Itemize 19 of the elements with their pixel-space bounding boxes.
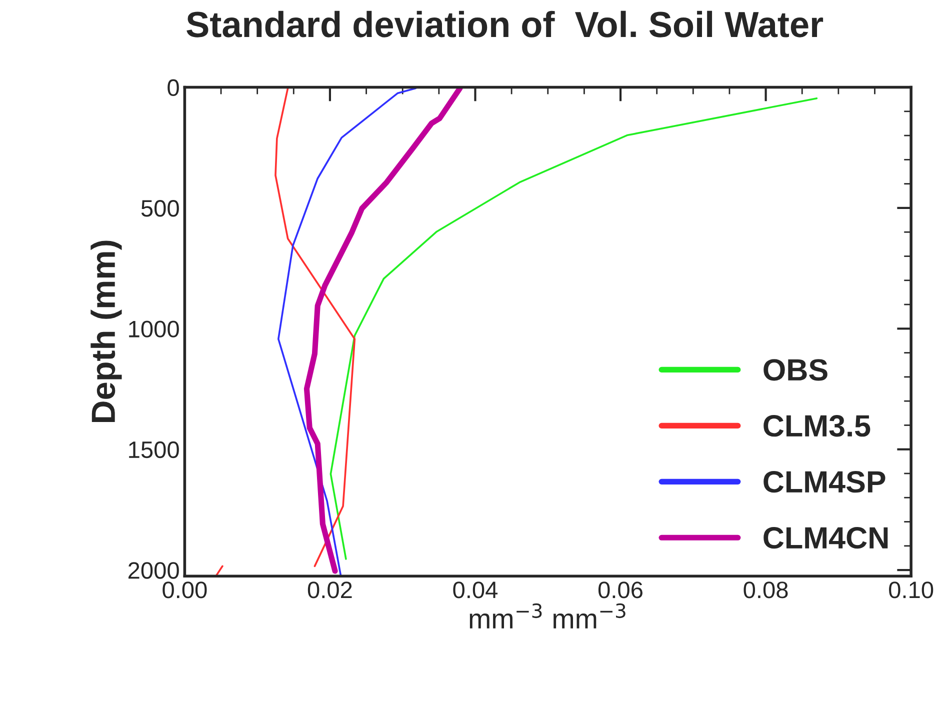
x-tick-label: 0.10 [889,582,934,598]
x-axis-title: mm$^{−3}$ mm$^{−3}$ [470,603,626,628]
legend-label: CLM4SP [764,471,886,493]
x-tick-label: 0.00 [162,582,207,598]
y-tick-label: 0 [168,79,179,96]
x-tick-label: 0.08 [744,582,788,598]
y-tick-label: 1000 [129,320,179,338]
x-tick-label: 0.02 [308,582,352,598]
legend-label: OBS [764,359,828,381]
y-tick-label: 2000 [128,562,179,579]
legend-label: CLM3.5 [764,415,870,437]
chart-title: Standard deviation of Vol. Soil Water [186,10,824,38]
line-series [277,87,417,576]
y-tick-label: 500 [141,200,179,217]
x-tick-label: 0.04 [453,582,498,598]
y-axis-title: Depth (mm) [90,240,122,422]
legend-label: CLM4CN [764,527,888,549]
x-tick-label: 0.06 [598,582,642,598]
y-tick-label: 1500 [129,441,179,458]
